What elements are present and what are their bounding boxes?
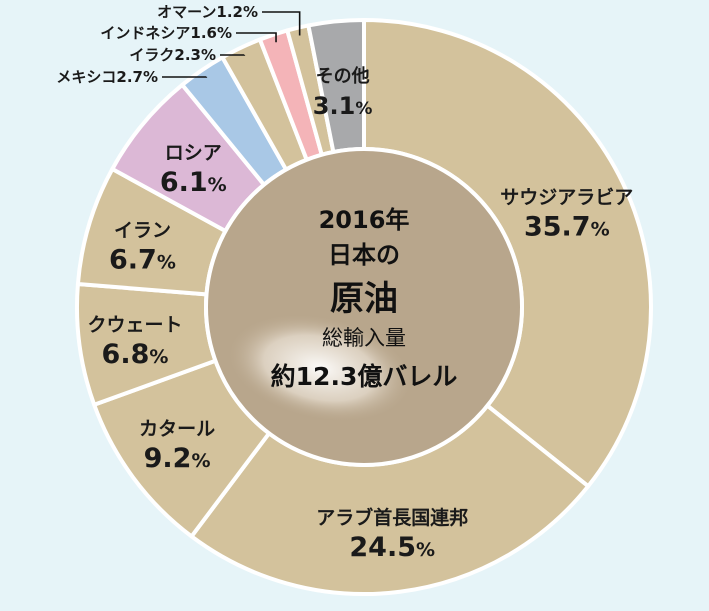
leader-line-8 — [236, 32, 277, 43]
slice-label-10: その他 — [316, 65, 370, 87]
small-label-8: インドネシア1.6% — [100, 24, 232, 42]
leader-lines — [162, 11, 301, 78]
slice-value-2: 9.2% — [144, 443, 211, 474]
center-subtitle: 総輸入量 — [322, 326, 406, 350]
small-label-6: メキシコ2.7% — [56, 68, 158, 86]
percent-sign: % — [355, 99, 372, 119]
percent-sign: % — [208, 174, 227, 196]
center-year: 2016年 — [319, 206, 410, 234]
slice-label-2: カタール — [139, 418, 215, 440]
center-country: 日本の — [328, 241, 400, 269]
percent-sign: % — [191, 450, 210, 472]
percent-sign: % — [591, 219, 610, 241]
percent-sign: % — [416, 539, 435, 561]
slice-label-1: アラブ首長国連邦 — [316, 506, 468, 529]
slice-label-3: クウェート — [87, 314, 182, 336]
small-label-7: イラク2.3% — [129, 46, 216, 64]
center-disc: 2016年 日本の 原油 総輸入量 約12.3億バレル — [204, 147, 524, 467]
leader-line-9 — [262, 11, 301, 36]
small-label-9: オマーン1.2% — [157, 3, 258, 21]
slices-group — [75, 18, 653, 596]
percent-sign: % — [157, 251, 176, 273]
slice-label-4: イラン — [114, 219, 171, 241]
slice-label-0: サウジアラビア — [500, 187, 633, 209]
center-gloss — [226, 313, 414, 423]
percent-sign: % — [149, 346, 168, 368]
center-title: 原油 — [330, 279, 398, 319]
center-total: 約12.3億バレル — [271, 362, 458, 391]
slice-label-5: ロシア — [165, 142, 222, 164]
